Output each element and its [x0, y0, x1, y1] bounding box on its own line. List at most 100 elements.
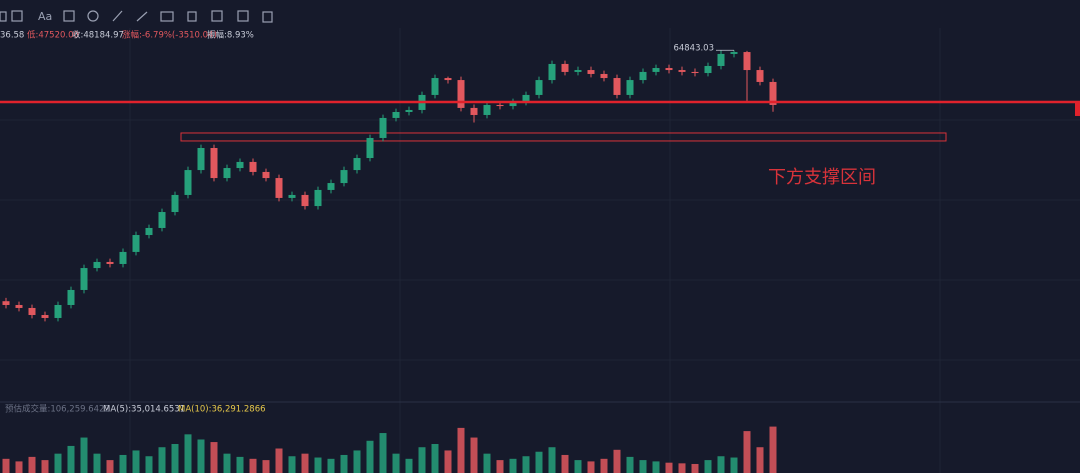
volume-bar	[691, 463, 699, 473]
volume-bar	[600, 458, 608, 473]
candle-body	[756, 70, 764, 82]
volume-bar	[106, 460, 114, 473]
volume-bar	[197, 439, 205, 473]
candle-body	[639, 71, 647, 81]
volume-bar	[275, 448, 283, 473]
candle-body	[15, 304, 23, 308]
candle-body	[54, 304, 62, 318]
tool-text[interactable]: Aa	[38, 10, 52, 23]
volume-bar	[743, 431, 751, 473]
candle-body	[28, 307, 36, 316]
tool-icon[interactable]	[87, 10, 99, 22]
candle-body	[548, 63, 556, 81]
candle-body	[236, 161, 244, 169]
tool-icon[interactable]	[237, 10, 249, 22]
toolbar: Aa	[0, 10, 273, 23]
tool-icon[interactable]	[136, 11, 148, 22]
candle-body	[691, 71, 699, 74]
candle-body	[509, 101, 517, 107]
candle-body	[652, 68, 660, 72]
candle-body	[561, 63, 569, 72]
volume-bar	[2, 458, 10, 473]
volume-bar	[80, 437, 88, 473]
tool-icon[interactable]	[160, 11, 174, 22]
candle-body	[158, 212, 166, 228]
volume-bar	[145, 456, 153, 473]
volume-bar	[288, 456, 296, 473]
candle-body	[184, 170, 192, 195]
candle-body	[314, 189, 322, 207]
volume-info-text: MA(5):35,014.6531	[103, 405, 185, 415]
candle-body	[574, 70, 582, 72]
volume-bar	[158, 447, 166, 473]
volume-bar	[340, 454, 348, 473]
candle-body	[587, 70, 595, 74]
tool-icon[interactable]	[63, 10, 75, 22]
volume-bar	[171, 444, 179, 473]
volume-bar	[236, 456, 244, 473]
volume-bar	[613, 449, 621, 473]
support-label: 下方支撑区间	[768, 167, 876, 188]
tool-icon[interactable]	[187, 11, 197, 22]
volume-bar	[67, 445, 75, 473]
volume-info: 预估成交量:106,259.6422 MA(5):35,014.6531 MA(…	[5, 404, 266, 415]
candle-body	[223, 168, 231, 179]
volume-bar	[314, 457, 322, 473]
tool-icon[interactable]	[262, 11, 273, 23]
candle-body	[457, 80, 465, 108]
info-bar: 36.58 低:47520.00 收:48184.97 涨幅:-6.79%(-3…	[0, 30, 254, 41]
info-text: 涨幅:-6.79%(-3510.04)	[122, 30, 217, 41]
candle-body	[613, 78, 621, 95]
candle-body	[145, 227, 153, 236]
candle-body	[366, 137, 374, 159]
volume-bar	[210, 442, 218, 473]
volume-bar	[93, 453, 101, 473]
tool-icon[interactable]	[0, 11, 7, 22]
volume-bar	[717, 456, 725, 473]
candle-body	[262, 171, 270, 179]
candle-body	[522, 94, 530, 102]
volume-bar	[28, 456, 36, 473]
candle-body	[392, 112, 400, 118]
volume-bar	[249, 458, 257, 473]
volume-bar	[366, 440, 374, 473]
volume-bar	[15, 461, 23, 473]
volume-bar	[327, 458, 335, 473]
candle-body	[600, 73, 608, 79]
candle-body	[93, 261, 101, 269]
candle-body	[340, 170, 348, 184]
candle-body	[665, 68, 673, 71]
volume-bar	[301, 453, 309, 473]
volume-bar	[392, 453, 400, 473]
volume-bar	[405, 458, 413, 473]
volume-bar	[418, 447, 426, 473]
tool-icon[interactable]	[211, 10, 223, 22]
volume-bar	[704, 460, 712, 473]
candle-body	[379, 117, 387, 138]
volume-bar	[665, 462, 673, 473]
volume-bar	[41, 460, 49, 473]
candle-body	[470, 107, 478, 115]
tool-icon[interactable]	[11, 10, 23, 22]
volume-bar	[223, 453, 231, 473]
candle-body	[210, 148, 218, 179]
volume-bar	[444, 450, 452, 473]
volume-bar	[496, 460, 504, 473]
volume-bar	[652, 461, 660, 473]
volume-bar	[730, 457, 738, 473]
candle-body	[717, 53, 725, 66]
info-text: 低:47520.00	[27, 30, 79, 41]
candle-body	[353, 158, 361, 171]
candle-body	[132, 235, 140, 252]
candle-body	[106, 261, 114, 264]
tool-icon[interactable]	[112, 10, 123, 22]
volume-bar	[184, 434, 192, 473]
info-text: 收:48184.97	[72, 30, 124, 41]
info-text: 36.58	[0, 31, 24, 41]
volume-bar	[262, 460, 270, 473]
volume-bar	[769, 426, 777, 473]
volume-bar	[522, 456, 530, 473]
